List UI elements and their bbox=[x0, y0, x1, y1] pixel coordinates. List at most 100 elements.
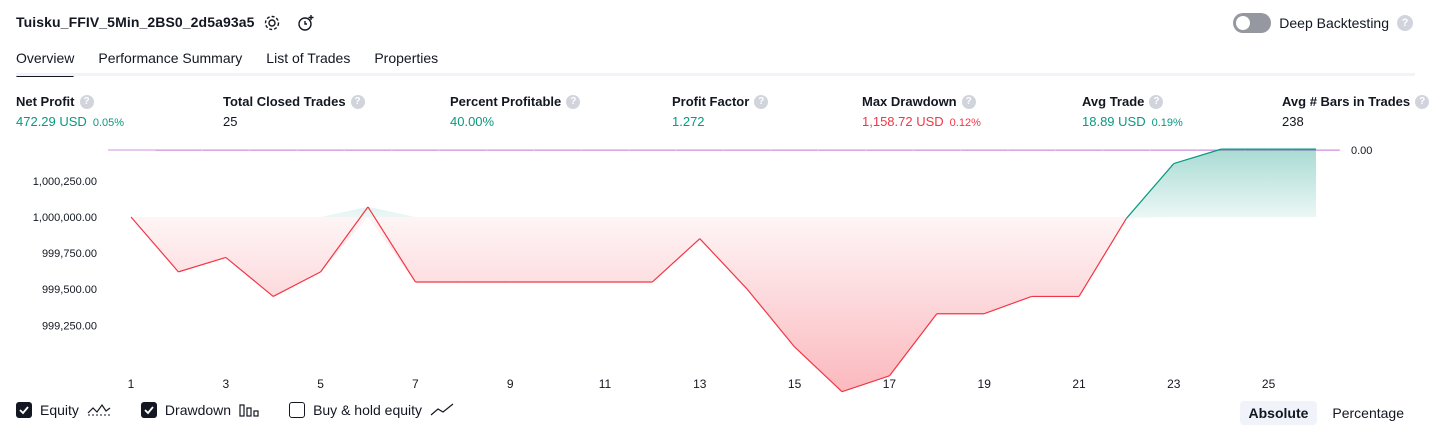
metric-value: 40.00% bbox=[450, 114, 495, 129]
metric-label: Total Closed Trades bbox=[223, 94, 346, 109]
metric-value: 18.89 USD bbox=[1082, 114, 1146, 129]
tab-overview[interactable]: Overview bbox=[16, 46, 75, 77]
drawdown-bar bbox=[1103, 150, 1150, 151]
drawdown-bar bbox=[866, 150, 913, 151]
x-axis-tick-label: 21 bbox=[1072, 377, 1086, 391]
x-axis-tick-label: 1 bbox=[128, 377, 135, 391]
tab-properties[interactable]: Properties bbox=[374, 50, 439, 66]
metric-avg-bars-in-trades: Avg # Bars in Trades? 238 bbox=[1282, 94, 1430, 129]
equity-line-segment bbox=[746, 288, 796, 348]
drawdown-bar bbox=[439, 150, 486, 151]
x-axis-tick-label: 23 bbox=[1167, 377, 1181, 391]
drawdown-bar bbox=[155, 150, 202, 151]
equity-line-segment bbox=[178, 256, 226, 273]
left-axis-tick-label: 1,000,000.00 bbox=[33, 212, 97, 224]
x-axis-tick-label: 19 bbox=[978, 377, 992, 391]
drawdown-bar bbox=[202, 150, 249, 151]
tab-bar: Overview Performance Summary List of Trade… bbox=[16, 46, 439, 77]
info-icon[interactable]: ? bbox=[79, 94, 94, 109]
drawdown-bar bbox=[771, 150, 818, 151]
equity-line-segment bbox=[320, 206, 369, 273]
metric-profit-factor: Profit Factor? 1.272 bbox=[672, 94, 769, 129]
tab-list-of-trades[interactable]: List of Trades bbox=[266, 50, 351, 66]
info-icon[interactable]: ? bbox=[566, 94, 581, 109]
drawdown-bar bbox=[676, 150, 723, 151]
legend-label: Drawdown bbox=[164, 402, 232, 418]
equity-line-segment bbox=[1173, 148, 1222, 165]
legend-label: Equity bbox=[40, 402, 79, 418]
x-axis-tick-label: 11 bbox=[599, 377, 612, 391]
info-icon[interactable]: ? bbox=[1415, 94, 1430, 109]
metric-total-closed-trades: Total Closed Trades? 25 bbox=[223, 94, 365, 129]
equity-line-segment bbox=[651, 238, 701, 283]
equity-line-segment bbox=[888, 313, 938, 377]
info-icon[interactable]: ? bbox=[754, 94, 769, 109]
mode-percentage[interactable]: Percentage bbox=[1332, 405, 1404, 421]
info-icon[interactable]: ? bbox=[1149, 94, 1164, 109]
metric-percent-profitable: Percent Profitable? 40.00% bbox=[450, 94, 581, 129]
metric-percent: 0.05% bbox=[92, 117, 125, 129]
checkbox[interactable] bbox=[16, 402, 32, 418]
equity-line-segment bbox=[983, 295, 1032, 315]
metric-value: 1,158.72 USD bbox=[862, 114, 944, 129]
drawdown-bar bbox=[913, 150, 960, 151]
legend-drawdown[interactable]: Drawdown bbox=[140, 402, 259, 418]
metric-avg-trade: Avg Trade? 18.89 USD 0.19% bbox=[1082, 94, 1183, 129]
checkbox[interactable] bbox=[289, 402, 306, 418]
drawdown-bar bbox=[250, 150, 297, 151]
equity-line-segment bbox=[272, 271, 321, 297]
equity-line-segment bbox=[1125, 163, 1175, 219]
info-icon[interactable]: ? bbox=[350, 94, 365, 109]
metric-percent: 0.19% bbox=[1151, 117, 1183, 129]
metric-label: Avg Trade bbox=[1082, 94, 1145, 109]
checkbox[interactable] bbox=[140, 402, 157, 418]
metric-percent: 0.12% bbox=[949, 117, 981, 129]
equity-line-segment bbox=[699, 238, 748, 290]
tab-performance-summary[interactable]: Performance Summary bbox=[98, 50, 243, 66]
drawdown-bar bbox=[297, 150, 344, 151]
metric-label: Percent Profitable bbox=[450, 94, 562, 109]
x-axis-tick-label: 5 bbox=[317, 377, 324, 391]
gear-icon[interactable] bbox=[261, 12, 283, 34]
drawdown-bar bbox=[961, 150, 1008, 151]
left-axis-tick-label: 1,000,250.00 bbox=[33, 176, 97, 188]
equity-line-segment bbox=[367, 206, 416, 283]
equity-line-icon bbox=[87, 403, 111, 417]
left-axis-tick-label: 999,250.00 bbox=[42, 320, 97, 332]
metric-label: Net Profit bbox=[16, 94, 75, 109]
metric-max-drawdown: Max Drawdown? 1,158.72 USD 0.12% bbox=[862, 94, 981, 129]
drawdown-bar bbox=[1056, 150, 1102, 151]
equity-line-segment bbox=[794, 346, 843, 393]
equity-line-segment bbox=[225, 256, 274, 297]
info-icon[interactable]: ? bbox=[961, 94, 976, 109]
drawdown-bar bbox=[534, 150, 581, 151]
trend-line-icon bbox=[430, 403, 454, 417]
bars-icon bbox=[239, 403, 259, 417]
strategy-title: Tuisku_FFIV_5Min_2BS0_2d5a93a5 bbox=[16, 14, 255, 30]
x-axis-tick-label: 25 bbox=[1262, 377, 1276, 391]
legend-buy-hold-equity[interactable]: Buy & hold equity bbox=[289, 402, 454, 418]
metric-label: Profit Factor bbox=[672, 94, 750, 109]
help-icon[interactable]: ? bbox=[1397, 15, 1413, 31]
x-axis-tick-label: 3 bbox=[222, 377, 229, 391]
alarm-plus-icon[interactable] bbox=[295, 12, 317, 34]
equity-drawdown-chart[interactable]: 1,000,250.00 1,000,000.00 999,750.00 999,50… bbox=[0, 140, 1431, 400]
deep-backtesting-toggle[interactable] bbox=[1233, 13, 1272, 33]
chart-legend: Equity Drawdown Buy & hold equity bbox=[16, 402, 484, 418]
deep-backtesting: Deep Backtesting ? bbox=[1233, 13, 1413, 33]
drawdown-bar bbox=[1150, 150, 1197, 151]
legend-label: Buy & hold equity bbox=[313, 402, 423, 418]
equity-line-segment bbox=[841, 375, 890, 393]
x-axis-tick-label: 7 bbox=[412, 377, 419, 391]
metric-value: 472.29 USD bbox=[16, 114, 87, 129]
drawdown-bar bbox=[487, 150, 534, 151]
drawdown-bar bbox=[819, 150, 865, 151]
drawdown-bar bbox=[392, 150, 439, 151]
mode-absolute[interactable]: Absolute bbox=[1239, 401, 1318, 425]
drawdown-bar bbox=[345, 150, 391, 151]
deep-backtesting-label: Deep Backtesting bbox=[1279, 15, 1389, 31]
equity-profit-area bbox=[131, 149, 1316, 217]
metric-label: Avg # Bars in Trades bbox=[1282, 94, 1411, 109]
legend-equity[interactable]: Equity bbox=[16, 402, 111, 418]
tab-divider bbox=[16, 73, 1415, 76]
